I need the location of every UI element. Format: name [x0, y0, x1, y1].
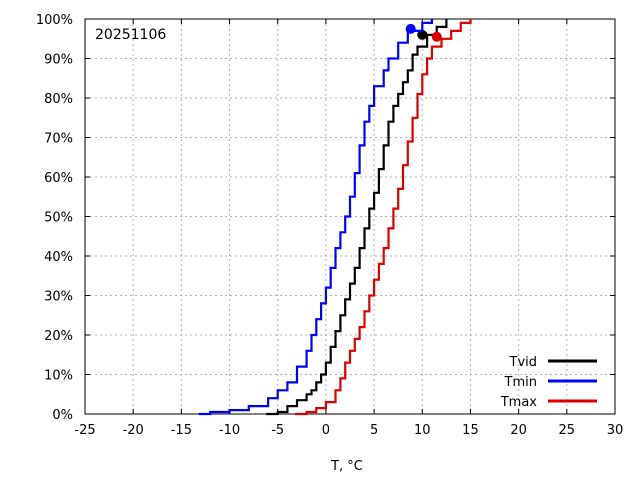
y-tick-label: 90%	[44, 53, 73, 68]
series-line-tmin	[198, 19, 433, 416]
x-tick-label: 10	[414, 423, 431, 438]
legend-label-tmin: Tmin	[504, 375, 537, 390]
series-line-tmax	[295, 19, 472, 416]
y-tick-label: 10%	[44, 369, 73, 384]
legend: Tvid Tmin Tmax	[500, 355, 597, 410]
y-tick-label: 60%	[44, 171, 73, 186]
x-tick-label: -25	[74, 423, 95, 438]
x-tick-label: 5	[370, 423, 378, 438]
y-tick-label: 50%	[44, 211, 73, 226]
x-tick-label: -10	[219, 423, 240, 438]
x-tick-label: 0	[322, 423, 330, 438]
y-tick-label: 0%	[52, 408, 73, 423]
series-marker-tvid	[417, 29, 428, 40]
y-tick-label: 20%	[44, 329, 73, 344]
y-tick-label: 100%	[36, 13, 73, 28]
x-tick-label: 30	[607, 423, 624, 438]
legend-label-tmax: Tmax	[500, 395, 538, 410]
axis-ticks: -25 -20 -15 -10 -5 0 5 10 15 20 25 30 0% 10% 20% 30% 40%…	[36, 13, 623, 438]
series-line-tvid	[266, 19, 448, 416]
y-tick-label: 30%	[44, 290, 73, 305]
date-annotation: 20251106	[95, 27, 166, 43]
y-tick-label: 40%	[44, 250, 73, 265]
x-tick-label: 25	[559, 423, 576, 438]
series-layer	[198, 19, 472, 416]
y-tick-label: 70%	[44, 132, 73, 147]
x-tick-label: -5	[271, 423, 284, 438]
y-tick-label: 80%	[44, 92, 73, 107]
x-tick-label: 20	[510, 423, 527, 438]
series-marker-tmin	[405, 23, 416, 34]
x-tick-label: 15	[462, 423, 479, 438]
x-tick-label: -20	[123, 423, 144, 438]
x-axis-label: T, °C	[330, 459, 363, 474]
legend-label-tvid: Tvid	[509, 355, 538, 370]
x-tick-label: -15	[171, 423, 192, 438]
series-marker-tmax	[431, 31, 442, 42]
